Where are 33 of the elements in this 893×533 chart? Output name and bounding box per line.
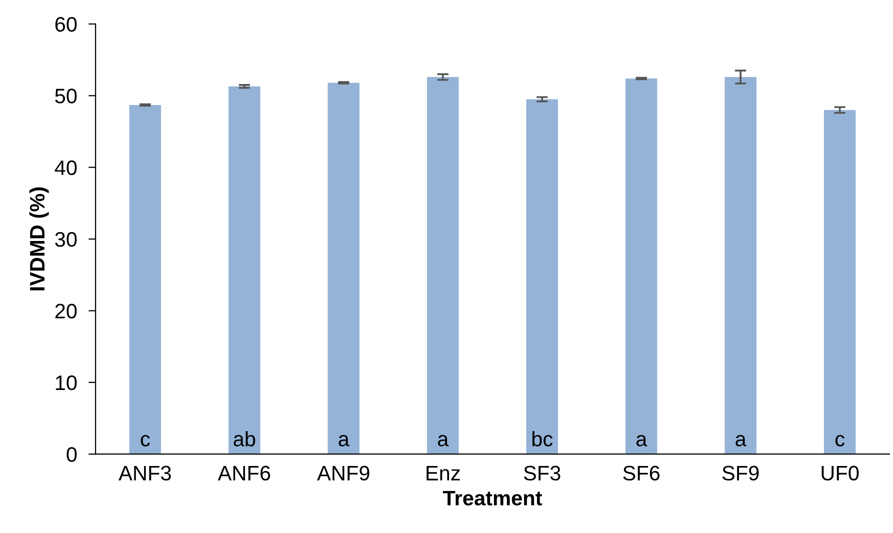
annotation: bc bbox=[532, 431, 553, 446]
annotation: a bbox=[338, 435, 350, 446]
y-tick-label: 30 bbox=[55, 232, 77, 247]
x-tick-label: ANF3 bbox=[118, 466, 171, 481]
y-tick-label: 50 bbox=[55, 88, 77, 104]
x-tick-label: SF3 bbox=[524, 466, 560, 481]
x-tick-label: Enz bbox=[426, 466, 460, 480]
y-tick-label: 40 bbox=[54, 160, 77, 176]
annotation: c bbox=[835, 435, 844, 446]
bar bbox=[129, 104, 162, 454]
x-axis-title: Treatment bbox=[442, 490, 542, 506]
y-axis-title: IVDMD (%) bbox=[29, 187, 49, 290]
x-tick-label: ANF6 bbox=[218, 466, 270, 481]
x-tick-label: ANF9 bbox=[317, 466, 370, 481]
bar bbox=[526, 99, 558, 454]
y-tick-label: 10 bbox=[56, 375, 77, 390]
bar bbox=[426, 77, 459, 454]
bar bbox=[724, 77, 756, 454]
annotation: a bbox=[636, 435, 648, 446]
annotation: a bbox=[736, 435, 746, 446]
annotation: c bbox=[140, 435, 150, 446]
bar bbox=[228, 86, 260, 454]
y-tick-label: 0 bbox=[66, 447, 77, 462]
annotation: a bbox=[438, 435, 449, 446]
bar bbox=[824, 110, 856, 454]
x-tick-label: SF6 bbox=[623, 466, 660, 481]
y-tick-label: 20 bbox=[55, 304, 77, 318]
x-tick-label: UF0 bbox=[822, 466, 859, 481]
x-tick-label: SF9 bbox=[722, 466, 759, 481]
y-tick-label: 60 bbox=[55, 16, 77, 32]
bar bbox=[625, 78, 658, 454]
bar bbox=[328, 82, 360, 454]
annotation: ab bbox=[234, 431, 256, 446]
